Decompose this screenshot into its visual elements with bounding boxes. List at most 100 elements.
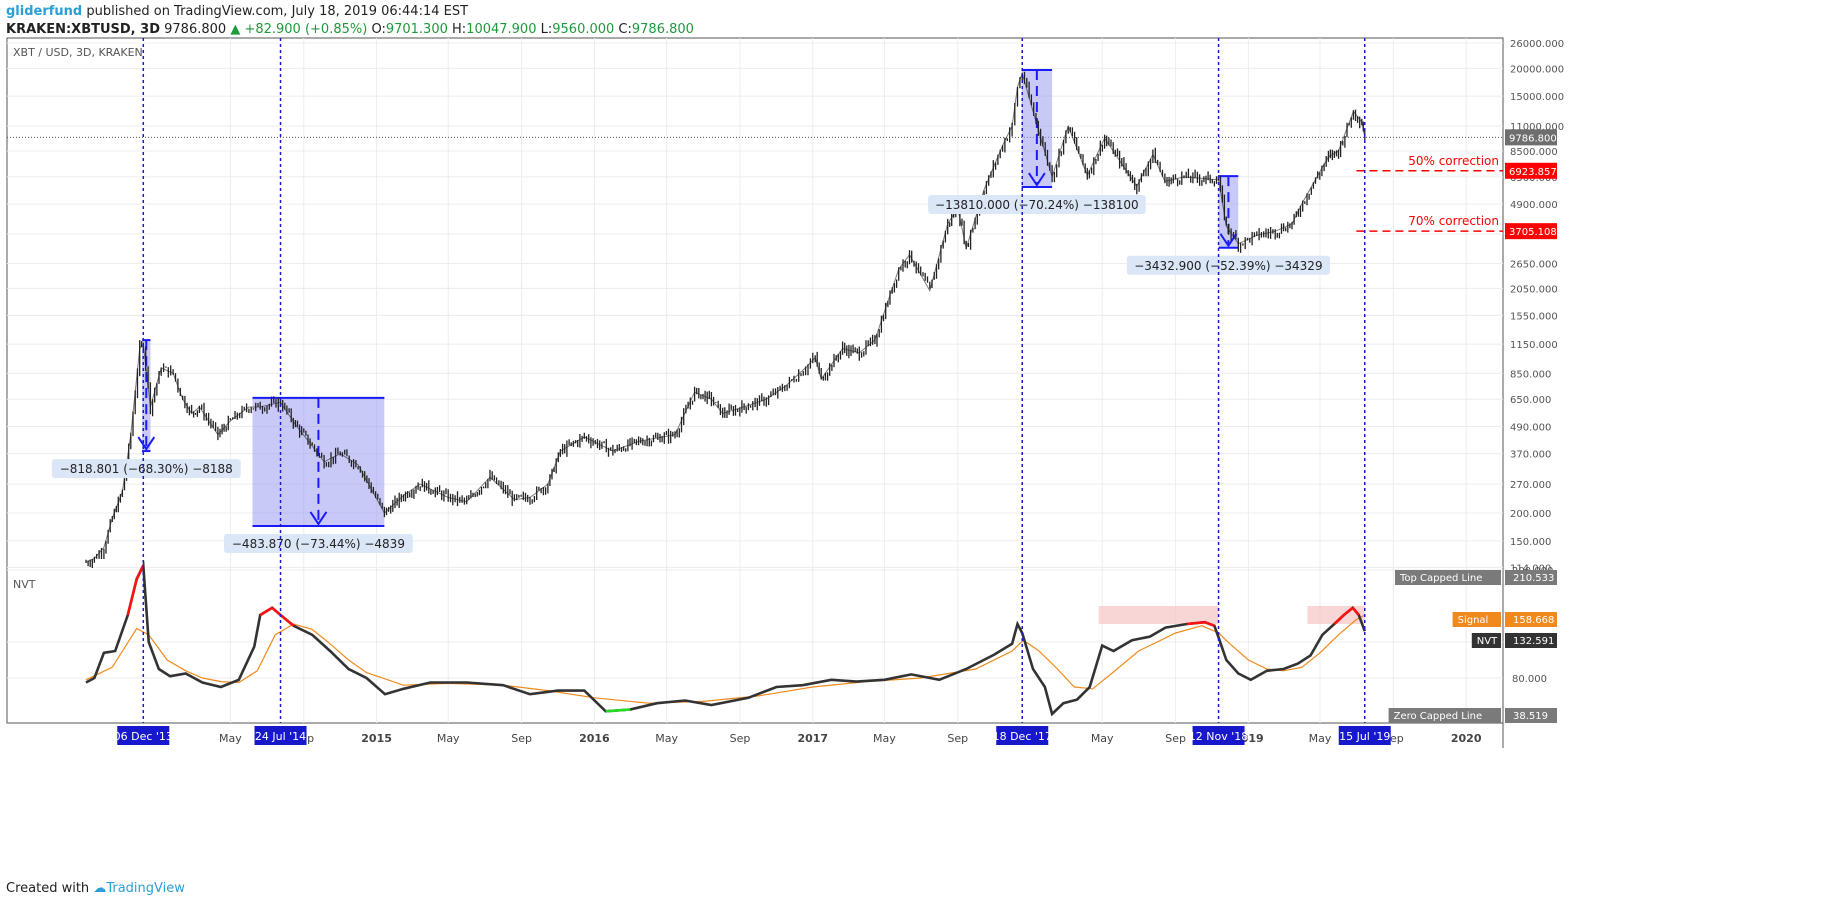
nvt-value-value: 158.668: [1513, 615, 1554, 626]
author-link[interactable]: gliderfund: [6, 4, 83, 19]
date-marker-label: 12 Nov '18: [1189, 730, 1248, 743]
time-tick-label: 2017: [797, 732, 828, 745]
price-tick-label: 650.000: [1510, 395, 1551, 406]
price-candles: [85, 71, 1366, 568]
correction-level-value: 6923.857: [1509, 167, 1557, 178]
capped-level-label-box: [1395, 570, 1501, 585]
time-tick-label: Sep: [511, 732, 532, 745]
time-tick-label: May: [655, 732, 678, 745]
publish-info: published on TradingView.com, July 18, 2…: [86, 4, 469, 19]
nvt-line: [85, 560, 1367, 717]
capped-level-label: Top Capped Line: [1399, 573, 1482, 584]
date-marker-tag: [1338, 726, 1391, 745]
time-tick-label: May: [437, 732, 460, 745]
nvt-tick-label: 80.000: [1512, 674, 1547, 685]
time-tick-label: Sep: [730, 732, 751, 745]
price-tick-label: 15000.000: [1510, 92, 1564, 103]
price-tick-label: 150.000: [1510, 537, 1551, 548]
created-with-label: Created with: [6, 881, 90, 896]
low-label: L:: [540, 22, 553, 37]
tradingview-link[interactable]: TradingView: [106, 881, 185, 896]
measure-label-box: [224, 533, 413, 553]
publish-line: gliderfund published on TradingView.com,…: [6, 3, 694, 21]
time-tick-label: 2016: [579, 732, 610, 745]
price-tick-label: 20000.000: [1510, 64, 1564, 75]
measure-label-box: [51, 459, 241, 479]
date-marker-label: 18 Dec '17: [993, 730, 1052, 743]
measure-arrow-head: [137, 436, 156, 451]
price-tick-label: 4900.000: [1510, 200, 1558, 211]
time-tick-label: May: [1091, 732, 1114, 745]
footer: Created with ☁TradingView: [6, 881, 185, 896]
open-label: O:: [371, 22, 386, 37]
date-marker-tag: [996, 726, 1049, 745]
time-tick-label: 2015: [361, 732, 392, 745]
capped-level-tag: [1505, 570, 1557, 585]
measure-label: −483.870 (−73.44%) −4839: [232, 537, 405, 551]
capped-level-tag: [1505, 708, 1557, 723]
last-price-tag: [1505, 129, 1557, 146]
price-tick-label: 200.000: [1510, 509, 1551, 520]
measure-arrow-head: [1028, 172, 1046, 187]
measure-label: −818.801 (−68.30%) −8188: [60, 462, 233, 476]
correction-level-tag: [1505, 223, 1557, 240]
nvt-value-value: 132.591: [1513, 636, 1554, 647]
nvt-value-label-box: [1471, 633, 1501, 648]
correction-level-value: 3705.108: [1509, 227, 1557, 238]
measure-label: −13810.000 (−70.24%) −138100: [935, 198, 1139, 212]
date-marker-tag: [1192, 726, 1245, 745]
price-series-line: [85, 71, 1366, 563]
price-tick-label: 8500.000: [1510, 147, 1558, 158]
nvt-value-tag: [1505, 633, 1557, 648]
price-change: +82.900 (+0.85%): [244, 22, 368, 37]
open-value: 9701.300: [385, 22, 448, 37]
chart-header: gliderfund published on TradingView.com,…: [6, 3, 694, 39]
price-tick-label: 2650.000: [1510, 260, 1558, 271]
correction-level-tag: [1505, 162, 1557, 179]
measure-label-box: [928, 195, 1146, 215]
time-tick-label: 2020: [1451, 732, 1482, 745]
nvt-value-tag: [1505, 612, 1557, 627]
time-tick-label: Sep: [947, 732, 968, 745]
price-tick-label: 114.000: [1510, 563, 1551, 574]
measure-label: −3432.900 (−52.39%) −34329: [1134, 259, 1322, 273]
capped-level-label-box: [1388, 708, 1501, 723]
capped-level-value: 38.519: [1513, 711, 1548, 722]
capped-level-value: 210.533: [1513, 573, 1554, 584]
nvt-oversold-line: [605, 708, 631, 713]
price-tick-label: 490.000: [1510, 423, 1551, 434]
close-value: 9786.800: [631, 22, 694, 37]
price-tick-label: 1150.000: [1510, 340, 1558, 351]
last-price-value: 9786.800: [1509, 133, 1557, 144]
triangle-up-icon: ▲: [230, 22, 241, 37]
quote-line: KRAKEN:XBTUSD, 3D 9786.800 ▲ +82.900 (+0…: [6, 21, 694, 39]
capped-level-label: Zero Capped Line: [1394, 711, 1483, 722]
price-tick-label: 850.000: [1510, 369, 1551, 380]
price-tick-label: 270.000: [1510, 480, 1551, 491]
time-tick-label: May: [1309, 732, 1332, 745]
last-price: 9786.800: [164, 22, 227, 37]
price-tick-label: 11000.000: [1510, 122, 1564, 133]
time-tick-label: May: [219, 732, 242, 745]
date-marker-tag: [117, 726, 170, 745]
plot-frame: [6, 37, 1504, 724]
time-tick-label: May: [873, 732, 896, 745]
symbol-label: KRAKEN:XBTUSD, 3D: [6, 22, 160, 37]
date-marker-label: 15 Jul '19: [1339, 730, 1390, 743]
time-tick-label: Sep: [1165, 732, 1186, 745]
tradingview-logo-icon[interactable]: ☁: [93, 881, 107, 896]
price-tick-label: 2050.000: [1510, 284, 1558, 295]
measure-label-box: [1126, 255, 1331, 275]
date-marker-label: 24 Jul '14: [255, 730, 306, 743]
high-value: 10047.900: [466, 22, 537, 37]
nvt-pane-label: NVT: [13, 578, 36, 591]
price-tick-label: 1550.000: [1510, 311, 1558, 322]
high-label: H:: [452, 22, 467, 37]
chart-canvas[interactable]: 114.000 150.000 200.000 270.000 370.000 490.0…: [0, 0, 1828, 880]
nvt-value-label: NVT: [1477, 636, 1498, 647]
date-marker-tag: [254, 726, 307, 745]
price-pane-label: XBT / USD, 3D, KRAKEN: [13, 46, 143, 59]
correction-level-label: 70% correction: [1408, 214, 1499, 228]
price-tick-label: 26000.000: [1510, 39, 1564, 50]
nvt-overbought-band: [1098, 606, 1219, 624]
